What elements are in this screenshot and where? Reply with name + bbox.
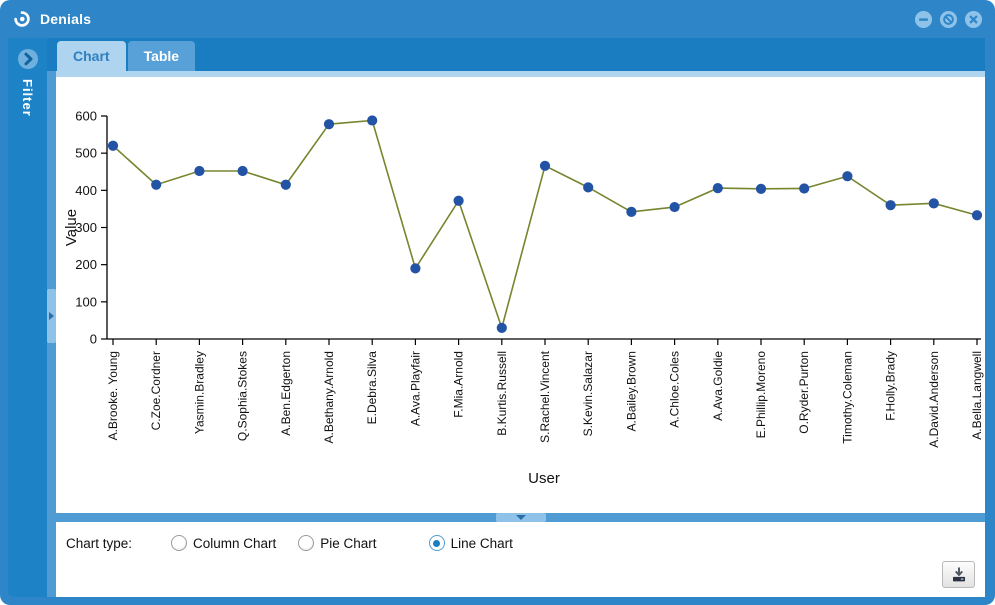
close-button[interactable] (964, 10, 983, 29)
x-tick-label: A.Ava.Playfair (408, 351, 422, 426)
data-point (842, 171, 853, 182)
data-point (928, 198, 939, 209)
radio-option-label: Pie Chart (320, 535, 377, 551)
panel-collapse-handle[interactable] (495, 513, 546, 522)
chevron-right-circle-icon[interactable] (17, 48, 39, 70)
data-point (712, 183, 723, 194)
chart-type-options: Column Chart Pie Chart Line Chart (171, 535, 513, 551)
tab-underline (56, 71, 985, 77)
data-point (237, 165, 248, 177)
radio-option-label: Line Chart (450, 535, 513, 551)
radio-option-label: Column Chart (193, 535, 277, 551)
data-point (323, 119, 335, 130)
tab-table[interactable]: Table (127, 41, 196, 71)
x-tick-label: A.David.Anderson (927, 351, 941, 448)
radio-circle-icon[interactable] (171, 535, 187, 551)
filter-expand-handle[interactable] (47, 289, 56, 343)
minimize-button[interactable] (914, 10, 933, 29)
x-tick-label: E.Phillip.Moreno (754, 351, 768, 439)
x-tick-label: A.Brooke. Young (106, 351, 120, 440)
x-tick-label: A.Ava.Goldie (711, 351, 725, 421)
x-tick-label: A.Bella.Langwell (970, 351, 984, 440)
y-tick-label: 200 (75, 257, 97, 272)
window-title: Denials (40, 11, 92, 27)
y-tick-label: 400 (75, 183, 97, 198)
x-tick-label: O.Ryder.Purton (797, 351, 811, 434)
radio-line-chart[interactable]: Line Chart (428, 535, 513, 551)
line-chart: 0 100 200 300 400 500 600 A.Brooke. Young C.Zoe.… (63, 109, 984, 488)
x-tick-label: A.Chloe.Coles (668, 351, 682, 428)
x-tick-label: Timothy.Coleman (840, 351, 854, 444)
chevron-down-icon (515, 515, 526, 520)
data-point (799, 183, 810, 194)
data-point (194, 165, 205, 177)
x-tick-label: S.Kevin.Salazar (581, 351, 595, 436)
data-point (107, 140, 119, 151)
y-tick-label: 500 (75, 146, 97, 161)
data-point (539, 160, 551, 171)
data-point (626, 206, 637, 217)
maximize-button[interactable] (939, 10, 958, 29)
download-button[interactable] (942, 561, 975, 588)
download-icon (952, 566, 965, 581)
x-tick-label: F.Holly.Brady (884, 351, 898, 421)
data-point (669, 201, 680, 213)
app-swirl-icon (12, 9, 32, 29)
x-tick-label: S.Rachel.Vincent (538, 350, 552, 443)
chevron-right-icon (49, 312, 54, 320)
tab-bar: Chart Table (47, 38, 985, 71)
y-tick-label: 600 (75, 109, 97, 124)
data-point (583, 182, 594, 193)
titlebar: Denials (0, 0, 995, 38)
data-point (410, 263, 421, 274)
y-tick-label: 100 (75, 294, 97, 309)
x-tick-label: F.Mia.Arnold (452, 351, 466, 418)
filter-sidebar[interactable]: Filter (8, 38, 47, 597)
y-tick-label: 0 (90, 332, 97, 347)
x-tick-label: A.Bailey.Brown (624, 351, 638, 431)
chart-panel: 0 100 200 300 400 500 600 A.Brooke. Young C.Zoe.… (56, 77, 985, 513)
data-point (280, 179, 291, 190)
x-tick-label: E.Debra.Silva (365, 351, 379, 425)
tab-chart[interactable]: Chart (57, 41, 126, 71)
y-tick-label: 300 (75, 220, 97, 235)
x-tick-label: C.Zoe.Cordner (149, 351, 163, 430)
x-tick-label: B.Kurtis.Russell (495, 351, 509, 436)
x-tick-label: A.Ben.Edgerton (279, 351, 293, 436)
radio-column-chart[interactable]: Column Chart (171, 535, 276, 551)
x-tick-label: Q.Sophia.Stokes (236, 351, 250, 441)
data-point (367, 115, 378, 126)
chart-type-label: Chart type: (66, 535, 133, 551)
x-axis-title: User (528, 470, 560, 487)
vertical-splitter[interactable] (47, 71, 56, 597)
chart-type-row: Chart type: Column Chart Pie Chart Line Ch… (56, 522, 985, 551)
radio-circle-icon[interactable] (428, 535, 445, 551)
x-tick-label: A.Bethany.Arnold (322, 351, 336, 444)
data-point (971, 210, 983, 221)
data-point (885, 200, 896, 211)
chart-options-panel: Chart type: Column Chart Pie Chart Line Ch… (56, 522, 985, 597)
data-point (755, 183, 767, 194)
horizontal-splitter[interactable] (56, 513, 985, 522)
y-axis-title: Value (63, 209, 80, 246)
radio-pie-chart[interactable]: Pie Chart (298, 535, 377, 551)
window-controls (914, 10, 983, 29)
radio-circle-icon[interactable] (298, 535, 315, 551)
data-point (151, 179, 162, 190)
data-point (453, 195, 464, 206)
data-point (496, 322, 507, 333)
filter-label: Filter (20, 79, 35, 117)
line-series (112, 119, 978, 331)
x-tick-label: Yasmin.Bradley (192, 351, 206, 434)
